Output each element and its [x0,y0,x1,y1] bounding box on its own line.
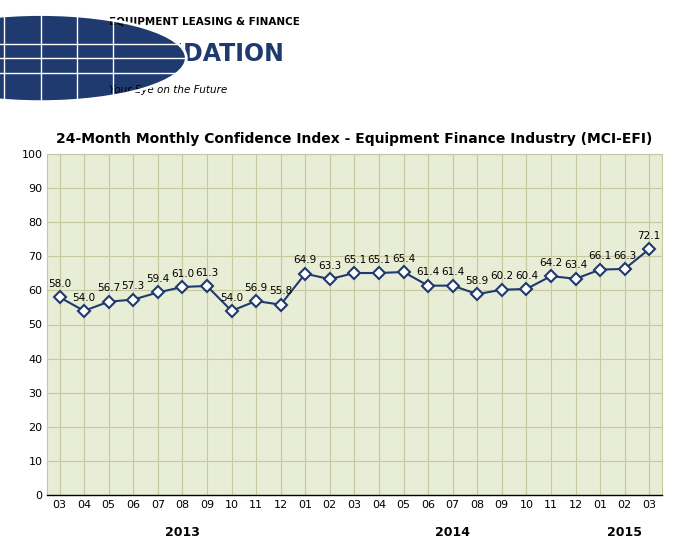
Text: 61.4: 61.4 [416,267,439,277]
Text: 59.4: 59.4 [146,274,169,284]
Text: 61.4: 61.4 [441,267,464,277]
Title: 24-Month Monthly Confidence Index - Equipment Finance Industry (MCI-EFI): 24-Month Monthly Confidence Index - Equi… [56,132,653,146]
Text: 63.3: 63.3 [318,261,342,271]
Text: 2014: 2014 [435,526,470,538]
Text: 65.1: 65.1 [367,255,391,265]
Text: 2015: 2015 [607,526,642,538]
Text: 72.1: 72.1 [638,231,661,241]
Text: 55.8: 55.8 [269,287,292,296]
Text: 61.0: 61.0 [171,268,194,279]
Text: EQUIPMENT LEASING & FINANCE: EQUIPMENT LEASING & FINANCE [109,17,300,27]
Text: 56.9: 56.9 [244,283,268,293]
Text: 64.2: 64.2 [539,258,562,268]
Text: 2013: 2013 [165,526,200,538]
Text: 56.7: 56.7 [97,283,120,293]
Text: 60.4: 60.4 [515,271,538,281]
Text: FOUNDATION: FOUNDATION [109,42,286,67]
Text: 65.4: 65.4 [392,254,415,263]
Text: 63.4: 63.4 [564,261,587,271]
Text: 66.1: 66.1 [589,251,612,261]
Text: 65.1: 65.1 [343,255,366,265]
Text: 54.0: 54.0 [72,293,96,303]
Text: 61.3: 61.3 [195,268,219,278]
Text: 64.9: 64.9 [294,255,317,265]
Text: 66.3: 66.3 [613,251,637,261]
Text: 58.0: 58.0 [48,279,71,289]
Text: 54.0: 54.0 [220,293,243,303]
Text: Your Eye on the Future: Your Eye on the Future [109,85,227,95]
Text: 60.2: 60.2 [490,271,514,282]
Text: 58.9: 58.9 [466,276,489,286]
Text: 57.3: 57.3 [122,281,145,292]
Circle shape [0,14,186,102]
